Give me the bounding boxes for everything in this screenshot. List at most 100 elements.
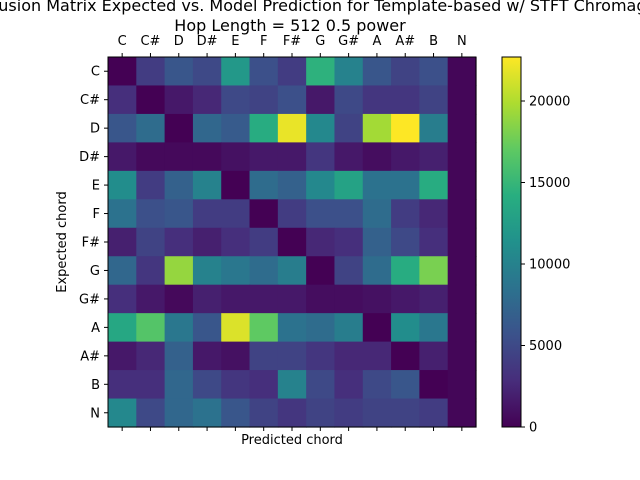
heatmap-cell-D#-E [221,142,251,172]
heatmap-cell-C-C# [136,57,166,87]
heatmap-cell-A#-D# [192,341,222,371]
heatmap-cell-G#-F [249,284,279,314]
chart-title-line2: Hop Length = 512 0.5 power [174,16,406,35]
heatmap-cell-F#-G [306,227,336,257]
heatmap-cell-A#-C# [136,341,166,371]
heatmap-cell-E-F# [277,170,307,200]
heatmap-cell-A#-F# [277,341,307,371]
heatmap-cell-C-N [447,57,477,87]
y-tick-label: C [91,65,100,80]
y-tick-labels: C C# D D# EF F# G G# A A# BN [79,65,108,421]
heatmap-cell-F#-F# [277,227,307,257]
heatmap-cell-D#-G [306,142,336,172]
heatmap-cell-C#-A [362,85,392,115]
y-tick-label: F# [82,236,100,251]
heatmap-cell-N-A [362,398,392,428]
heatmap-cell-A-D [164,313,194,343]
x-tick-label: D [174,34,184,49]
heatmap-cell-G-B [419,256,449,286]
y-tick-label: N [90,406,100,421]
heatmap-cell-D-D [164,113,194,143]
heatmap-cell-F#-F [249,227,279,257]
heatmap-cell-N-D [164,398,194,428]
y-tick-label: A [91,321,100,336]
heatmap-cell-B-D [164,370,194,400]
heatmap-cell-N-G# [334,398,364,428]
heatmap-cell-G-G [306,256,336,286]
heatmap-cell-F#-C# [136,227,166,257]
heatmap-cell-A#-G# [334,341,364,371]
y-tick-label: G# [79,292,100,307]
heatmap-cell-G#-A# [391,284,420,314]
heatmap-cell-F#-A [362,227,392,257]
x-tick-label: D# [197,34,218,49]
heatmap-cell-A-C# [136,313,166,343]
heatmap-cell-F-A [362,199,392,229]
heatmap-cell-N-B [419,398,449,428]
plot-frame [107,56,477,428]
heatmap-cell-G-F# [277,256,307,286]
heatmap-cell-G#-N [447,284,477,314]
heatmap-cell-D#-G# [334,142,364,172]
heatmap-cell-A-F [249,313,279,343]
heatmap-cell-B-E [221,370,251,400]
heatmap-cell-C-B [419,57,449,87]
heatmap-cell-G#-D [164,284,194,314]
x-tick-label: A# [395,34,415,49]
heatmap-cell-G-A# [391,256,420,286]
x-tick-labels: C C# D D# E F F# G G# A A# B N [118,34,467,431]
heatmap-cell-D-A# [391,113,420,143]
heatmap-cell-G#-A [362,284,392,314]
heatmap-cell-C#-A# [391,85,420,115]
heatmap-cell-N-D# [192,398,222,428]
heatmap-cell-E-D# [192,170,222,200]
heatmap-cell-C-C [108,57,137,87]
colorbar-tick-label: 0 [529,421,537,436]
heatmap-cell-D#-B [419,142,449,172]
heatmap-cell-G-G# [334,256,364,286]
heatmap-cell-A-G [306,313,336,343]
heatmap-cell-E-E [221,170,251,200]
heatmap-cell-D#-A# [391,142,420,172]
heatmap-cell-C#-C# [136,85,166,115]
colorbar-tick-label: 10000 [529,258,570,273]
heatmap-cell-C#-C [108,85,137,115]
heatmap-cell-F#-D# [192,227,222,257]
heatmap-cell-C#-B [419,85,449,115]
heatmap-cell-G-C# [136,256,166,286]
colorbar-tick-label: 15000 [529,176,570,191]
heatmap-cell-C-F# [277,57,307,87]
x-tick-label: C [118,34,127,49]
x-axis-label: Predicted chord [241,433,343,448]
heatmap-cell-G-D# [192,256,222,286]
heatmap-cell-E-F [249,170,279,200]
colorbar-tick-label: 20000 [529,95,570,110]
heatmap-cell-F#-N [447,227,477,257]
heatmap-cell-N-A# [391,398,420,428]
heatmap-cell-E-N [447,170,477,200]
heatmap-cell-N-C [108,398,137,428]
heatmap-cell-C#-F [249,85,279,115]
heatmap-cell-D-D# [192,113,222,143]
heatmap-cell-D#-C# [136,142,166,172]
heatmap-cell-G#-C# [136,284,166,314]
x-tick-label: G [315,34,325,49]
heatmap-cell-A-F# [277,313,307,343]
heatmap-cell-A-C [108,313,137,343]
heatmap-cell-D#-D# [192,142,222,172]
heatmap-cell-C-A [362,57,392,87]
heatmap-cell-A#-B [419,341,449,371]
heatmap-cell-A-D# [192,313,222,343]
heatmap-cell-F#-B [419,227,449,257]
heatmap-cell-C-D [164,57,194,87]
heatmap-cell-D#-F [249,142,279,172]
heatmap-cell-B-F# [277,370,307,400]
heatmap-cell-N-F# [277,398,307,428]
heatmap-cell-A-N [447,313,477,343]
heatmap-cell-B-A [362,370,392,400]
y-tick-label: D [90,122,100,137]
heatmap-cell-A-A [362,313,392,343]
heatmap-cell-G#-D# [192,284,222,314]
heatmap-cell-N-G [306,398,336,428]
